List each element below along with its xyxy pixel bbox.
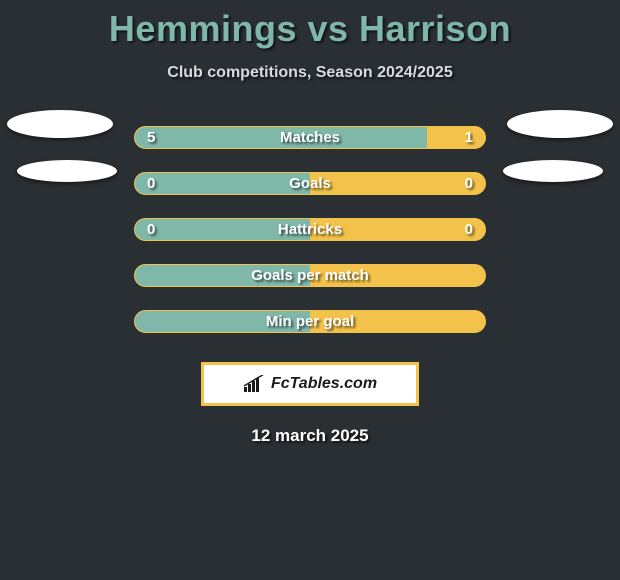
stat-bar: Goals per match xyxy=(134,264,486,287)
stat-rows: 51Matches00Goals00HattricksGoals per mat… xyxy=(0,114,620,344)
bar-left-fill xyxy=(135,127,427,148)
stat-row: Goals per match xyxy=(0,252,620,298)
bar-right-fill xyxy=(310,219,485,240)
bar-right-fill xyxy=(310,265,485,286)
player-right-ellipse xyxy=(503,160,603,182)
stat-row: 00Goals xyxy=(0,160,620,206)
stat-bar: 51Matches xyxy=(134,126,486,149)
bar-right-value: 0 xyxy=(465,219,473,240)
bar-left-fill xyxy=(135,265,310,286)
bar-left-value: 5 xyxy=(147,127,155,148)
bar-right-fill xyxy=(427,127,485,148)
bar-left-fill xyxy=(135,173,310,194)
bar-left-value: 0 xyxy=(147,219,155,240)
stat-bar: 00Hattricks xyxy=(134,218,486,241)
stat-bar: Min per goal xyxy=(134,310,486,333)
source-badge-text: FcTables.com xyxy=(271,375,377,393)
player-right-ellipse xyxy=(507,110,613,138)
stat-row: 00Hattricks xyxy=(0,206,620,252)
date-text: 12 march 2025 xyxy=(0,426,620,446)
source-badge: FcTables.com xyxy=(201,362,419,406)
bar-right-fill xyxy=(310,173,485,194)
bar-right-fill xyxy=(310,311,485,332)
bar-chart-icon xyxy=(243,375,265,393)
bar-left-value: 0 xyxy=(147,173,155,194)
bar-right-value: 0 xyxy=(465,173,473,194)
player-left-ellipse xyxy=(17,160,117,182)
bar-left-fill xyxy=(135,311,310,332)
bar-left-fill xyxy=(135,219,310,240)
stat-bar: 00Goals xyxy=(134,172,486,195)
bar-right-value: 1 xyxy=(465,127,473,148)
page-title: Hemmings vs Harrison xyxy=(0,0,620,50)
stat-row: Min per goal xyxy=(0,298,620,344)
stat-row: 51Matches xyxy=(0,114,620,160)
player-left-ellipse xyxy=(7,110,113,138)
subtitle: Club competitions, Season 2024/2025 xyxy=(0,64,620,82)
